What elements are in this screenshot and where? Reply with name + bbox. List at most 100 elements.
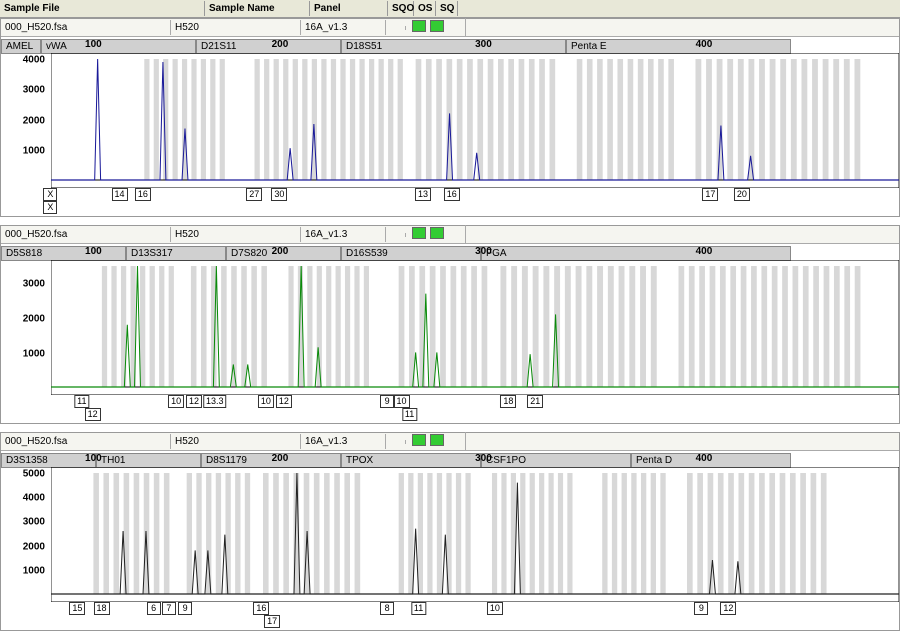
- indicator-cell: [406, 225, 466, 244]
- status-indicator-icon: [430, 227, 444, 239]
- panel-name: 16A_v1.3: [301, 20, 386, 35]
- sqo-cell: [386, 26, 406, 30]
- allele-call[interactable]: 18: [94, 602, 110, 615]
- allele-call[interactable]: 13: [415, 188, 431, 201]
- header-cell: Sample File: [0, 1, 205, 16]
- y-tick-label: 2000: [23, 313, 45, 324]
- panel-meta-row: 000_H520.fsaH52016A_v1.3: [1, 226, 899, 244]
- x-tick-label: 100: [85, 246, 102, 257]
- allele-call[interactable]: X: [43, 201, 57, 214]
- header-cell: SQ: [436, 1, 458, 16]
- panel-meta-row: 000_H520.fsaH52016A_v1.3: [1, 19, 899, 37]
- allele-call[interactable]: 13.3: [203, 395, 227, 408]
- y-tick-label: 3000: [23, 517, 45, 528]
- x-axis: 100200300400: [51, 39, 899, 53]
- allele-call[interactable]: 11: [402, 408, 417, 421]
- allele-call[interactable]: 16: [444, 188, 460, 201]
- x-axis: 100200300400: [51, 246, 899, 260]
- status-indicator-icon: [412, 227, 426, 239]
- chart-container: 10020030040010002000300040005000: [1, 467, 899, 602]
- y-axis: 1000 2000 3000: [1, 260, 49, 395]
- allele-call[interactable]: 11: [74, 395, 89, 408]
- allele-call[interactable]: X: [43, 188, 57, 201]
- allele-call-row: 1518679161781110912: [1, 602, 899, 630]
- sqo-cell: [386, 440, 406, 444]
- sample-file: 000_H520.fsa: [1, 227, 171, 242]
- allele-call[interactable]: 17: [264, 615, 280, 628]
- allele-call[interactable]: 16: [253, 602, 269, 615]
- electropherogram-panel: 000_H520.fsaH52016A_v1.3D5S818D13S317D7S…: [0, 225, 900, 424]
- allele-call[interactable]: 9: [380, 395, 394, 408]
- allele-call[interactable]: 7: [162, 602, 176, 615]
- y-tick-label: 4000: [23, 493, 45, 504]
- sample-name: H520: [171, 227, 301, 242]
- header-cell: SQO: [388, 1, 414, 16]
- y-tick-label: 1000: [23, 565, 45, 576]
- electropherogram-svg: [51, 260, 899, 395]
- y-tick-label: 1000: [23, 145, 45, 156]
- allele-call[interactable]: 10: [168, 395, 184, 408]
- status-indicator-icon: [412, 434, 426, 446]
- locus-label: AMEL: [1, 39, 41, 54]
- allele-call[interactable]: 10: [393, 395, 409, 408]
- allele-call[interactable]: 16: [135, 188, 151, 201]
- y-tick-label: 2000: [23, 115, 45, 126]
- allele-call[interactable]: 9: [694, 602, 708, 615]
- x-tick-label: 300: [475, 39, 492, 50]
- allele-call[interactable]: 27: [246, 188, 262, 201]
- allele-call[interactable]: 12: [186, 395, 202, 408]
- header-cell: Panel: [310, 1, 388, 16]
- y-tick-label: 4000: [23, 54, 45, 65]
- sqo-cell: [386, 233, 406, 237]
- allele-call[interactable]: 20: [734, 188, 750, 201]
- sample-file: 000_H520.fsa: [1, 434, 171, 449]
- allele-call[interactable]: 30: [271, 188, 287, 201]
- electropherogram-svg: [51, 467, 899, 602]
- allele-call[interactable]: 17: [702, 188, 718, 201]
- status-indicator-icon: [430, 434, 444, 446]
- allele-call-row: 1112101213.31012910111821: [1, 395, 899, 423]
- panel-name: 16A_v1.3: [301, 434, 386, 449]
- panel-meta-row: 000_H520.fsaH52016A_v1.3: [1, 433, 899, 451]
- allele-call[interactable]: 10: [258, 395, 274, 408]
- allele-call[interactable]: 18: [500, 395, 516, 408]
- header-row: Sample FileSample NamePanelSQOOSSQ: [0, 0, 900, 18]
- x-tick-label: 400: [696, 246, 713, 257]
- y-tick-label: 3000: [23, 85, 45, 96]
- chart-container: 100200300400100020003000: [1, 260, 899, 395]
- y-tick-label: 5000: [23, 468, 45, 479]
- x-tick-label: 200: [272, 246, 289, 257]
- sample-file: 000_H520.fsa: [1, 20, 171, 35]
- header-cell: OS: [414, 1, 436, 16]
- y-tick-label: 3000: [23, 279, 45, 290]
- allele-call[interactable]: 11: [411, 602, 426, 615]
- status-indicator-icon: [430, 20, 444, 32]
- allele-call[interactable]: 12: [85, 408, 101, 421]
- allele-call[interactable]: 8: [380, 602, 394, 615]
- x-tick-label: 300: [475, 453, 492, 464]
- electropherogram-panel: 000_H520.fsaH52016A_v1.3D3S1358TH01D8S11…: [0, 432, 900, 631]
- chart-container: 1002003004001000200030004000: [1, 53, 899, 188]
- allele-call[interactable]: 12: [720, 602, 736, 615]
- status-indicator-icon: [412, 20, 426, 32]
- allele-call[interactable]: 10: [487, 602, 503, 615]
- x-tick-label: 200: [272, 453, 289, 464]
- allele-call[interactable]: 12: [276, 395, 292, 408]
- electropherogram-svg: [51, 53, 899, 188]
- allele-call[interactable]: 15: [69, 602, 85, 615]
- allele-call[interactable]: 6: [147, 602, 161, 615]
- electropherogram-panel: 000_H520.fsaH52016A_v1.3AMELvWAD21S11D18…: [0, 18, 900, 217]
- x-tick-label: 100: [85, 39, 102, 50]
- allele-call[interactable]: 14: [112, 188, 128, 201]
- y-tick-label: 1000: [23, 348, 45, 359]
- panel-name: 16A_v1.3: [301, 227, 386, 242]
- y-axis: 1000 2000 3000 4000: [1, 53, 49, 188]
- x-tick-label: 400: [696, 453, 713, 464]
- x-tick-label: 200: [272, 39, 289, 50]
- allele-call[interactable]: 9: [178, 602, 192, 615]
- y-tick-label: 2000: [23, 541, 45, 552]
- allele-call[interactable]: 21: [527, 395, 543, 408]
- indicator-cell: [406, 432, 466, 451]
- header-cell: Sample Name: [205, 1, 310, 16]
- x-axis: 100200300400: [51, 453, 899, 467]
